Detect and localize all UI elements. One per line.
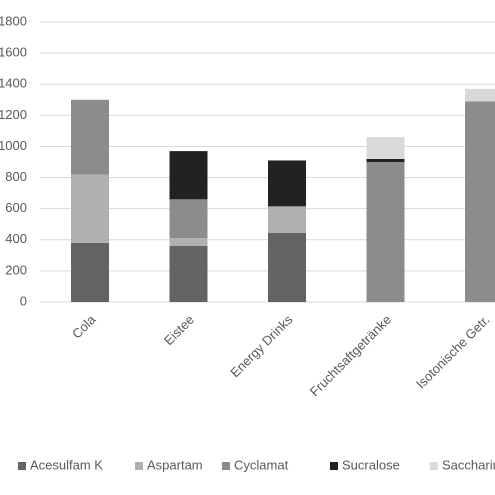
legend-swatch bbox=[18, 462, 26, 470]
y-tick-label: 1800 bbox=[0, 13, 27, 28]
legend-label: Sucralose bbox=[342, 457, 400, 472]
x-tick-label: Energy Drinks bbox=[227, 312, 296, 381]
legend-label: Aspartam bbox=[147, 457, 203, 472]
legend-label: Saccharin bbox=[442, 457, 495, 472]
bar-segment bbox=[268, 160, 306, 207]
bar-segment bbox=[268, 206, 306, 233]
y-tick-label: 800 bbox=[5, 169, 27, 184]
y-tick-label: 1000 bbox=[0, 138, 27, 153]
y-tick-label: 1400 bbox=[0, 76, 27, 91]
bar-segment bbox=[169, 151, 208, 200]
bar-segment bbox=[465, 88, 495, 102]
legend-swatch bbox=[430, 462, 438, 470]
x-tick-label: Eistee bbox=[161, 312, 197, 348]
legend-label: Cyclamat bbox=[234, 457, 289, 472]
bar-segment bbox=[268, 232, 306, 302]
bar-segment bbox=[71, 242, 109, 302]
legend-swatch bbox=[330, 462, 338, 470]
legend-swatch bbox=[135, 462, 143, 470]
bar-segment bbox=[366, 137, 405, 159]
legend-swatch bbox=[222, 462, 230, 470]
bar-segment bbox=[366, 162, 405, 302]
bar-segment bbox=[366, 158, 405, 162]
bar-segment bbox=[169, 246, 208, 302]
y-tick-label: 600 bbox=[5, 200, 27, 215]
y-tick-label: 1200 bbox=[0, 107, 27, 122]
y-tick-label: 1600 bbox=[0, 45, 27, 60]
x-tick-label: Cola bbox=[69, 311, 99, 341]
x-tick-label: Fruchtsaftgetränke bbox=[307, 312, 394, 399]
bar-segment bbox=[71, 174, 109, 243]
y-tick-label: 200 bbox=[5, 262, 27, 277]
bar-segment bbox=[169, 199, 208, 239]
x-tick-label: Isotonische Getr. bbox=[413, 312, 493, 392]
bar-segment bbox=[169, 238, 208, 246]
legend-label: Acesulfam K bbox=[30, 457, 103, 472]
bar-segment bbox=[465, 101, 495, 302]
bar-segment bbox=[71, 99, 109, 175]
y-tick-label: 400 bbox=[5, 231, 27, 246]
y-tick-label: 0 bbox=[20, 293, 27, 308]
